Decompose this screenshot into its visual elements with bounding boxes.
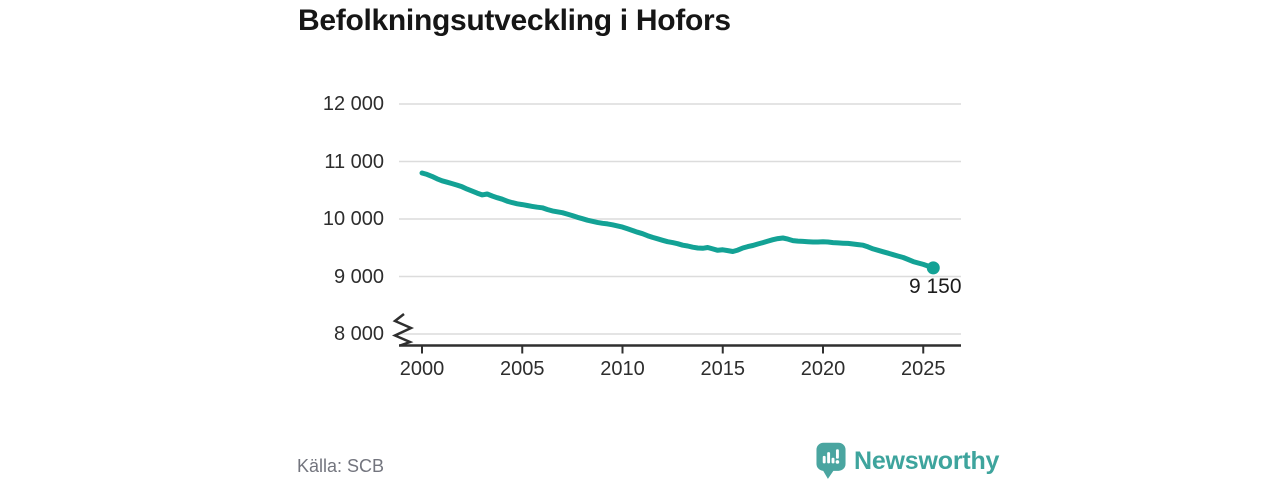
y-axis-tick-label: 11 000 — [324, 150, 384, 173]
y-axis-tick-label: 8 000 — [333, 323, 384, 345]
y-axis-tick-label: 10 000 — [322, 208, 384, 230]
end-value-label: 9 150 — [908, 274, 962, 298]
newsworthy-logo: Newsworthy — [816, 442, 999, 480]
x-axis-tick-label: 2015 — [700, 358, 746, 380]
population-line — [419, 170, 936, 271]
chart-title: Befolkningsutveckling i Hofors — [298, 4, 731, 37]
x-axis-tick-label: 2005 — [500, 358, 545, 380]
newsworthy-speech-bubble-chart-icon — [816, 442, 846, 480]
y-axis-tick-label: 12 000 — [322, 93, 384, 115]
x-axis-tick-label: 2020 — [800, 358, 846, 380]
newsworthy-logo-text: Newsworthy — [854, 447, 1000, 475]
y-axis-tick-label: 9 000 — [333, 265, 384, 288]
y-axis-break-icon — [391, 313, 415, 347]
x-axis-tick-label: 2025 — [901, 358, 946, 380]
x-axis-tick-label: 2010 — [600, 358, 645, 380]
end-point-dot — [926, 261, 940, 275]
source-label: Källa: SCB — [297, 456, 385, 476]
x-axis-tick-label: 2000 — [399, 358, 445, 380]
